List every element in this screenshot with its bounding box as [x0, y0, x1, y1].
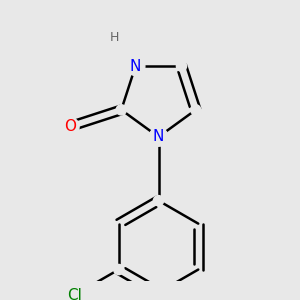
Text: H: H [110, 31, 120, 44]
Circle shape [190, 105, 201, 115]
Circle shape [60, 280, 89, 300]
Circle shape [126, 57, 145, 76]
Circle shape [149, 128, 168, 146]
Text: N: N [153, 129, 164, 144]
Circle shape [116, 105, 126, 115]
Text: Cl: Cl [67, 288, 82, 300]
Text: N: N [130, 58, 141, 74]
Text: O: O [64, 119, 76, 134]
Circle shape [60, 117, 79, 136]
Circle shape [114, 264, 124, 274]
Circle shape [176, 61, 187, 71]
Circle shape [153, 196, 164, 206]
Circle shape [107, 30, 122, 45]
